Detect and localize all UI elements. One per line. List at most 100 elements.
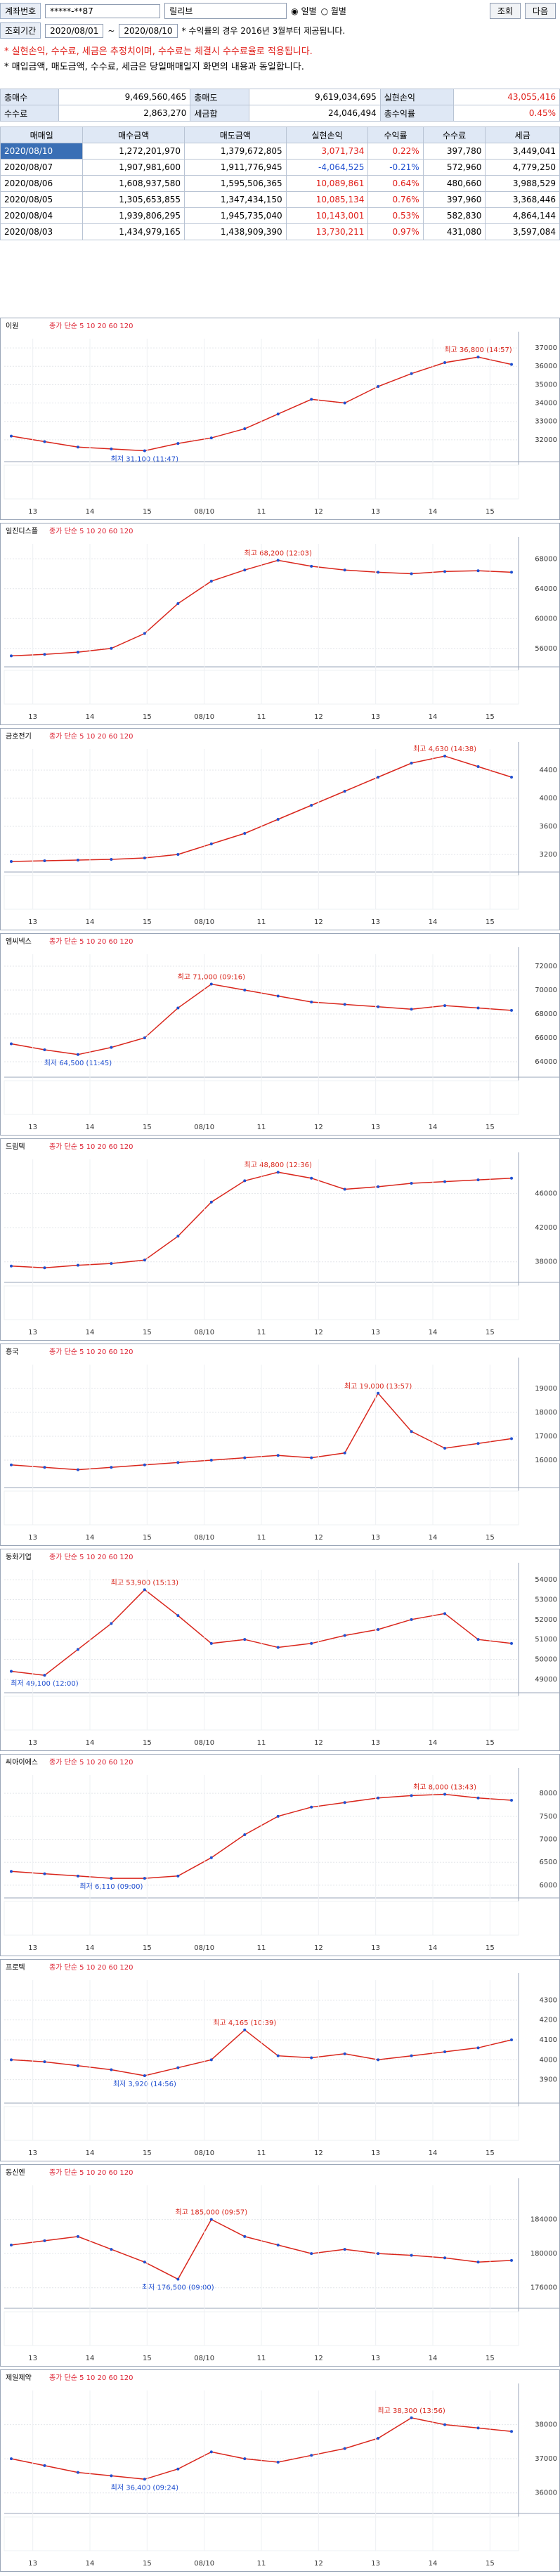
price-point bbox=[443, 2256, 447, 2260]
high-label: 최고 19,000 (13:57) bbox=[344, 1382, 412, 1391]
x-tick-label: 15 bbox=[486, 713, 495, 721]
price-point bbox=[310, 2056, 313, 2060]
x-tick-label: 13 bbox=[371, 508, 380, 516]
x-tick-label: 15 bbox=[486, 1739, 495, 1747]
trade-row: 2020/08/07 1,907,981,600 1,911,776,945 -4,0… bbox=[0, 159, 560, 176]
label: 월별 bbox=[330, 6, 346, 16]
price-point bbox=[76, 2235, 79, 2238]
high-label: 최고 4,165 (10:39) bbox=[213, 2019, 276, 2027]
price-point bbox=[410, 2253, 413, 2257]
radio-monthly[interactable]: ○ 월별 bbox=[320, 6, 346, 16]
price-point bbox=[143, 1877, 146, 1880]
y-tick-label: 16000 bbox=[535, 1457, 557, 1464]
price-point bbox=[377, 1185, 380, 1188]
x-tick-label: 13 bbox=[371, 2355, 380, 2362]
frame bbox=[0, 728, 560, 930]
price-point bbox=[510, 1437, 513, 1440]
x-tick-label: 13 bbox=[28, 2149, 37, 2157]
summary-row: 수수료 2,863,270 세금합 24,046,494 총수익률 0.45% bbox=[0, 105, 560, 122]
frame bbox=[0, 1754, 560, 1956]
price-point bbox=[276, 1454, 280, 1457]
price-point bbox=[10, 1870, 13, 1873]
y-tick-label: 180000 bbox=[530, 2250, 557, 2258]
x-tick-label: 15 bbox=[486, 2149, 495, 2157]
x-tick-label: 13 bbox=[28, 1534, 37, 1542]
query-button[interactable]: 조회 bbox=[489, 3, 521, 19]
price-point bbox=[10, 2244, 13, 2246]
y-tick-label: 56000 bbox=[535, 645, 557, 653]
x-tick-label: 15 bbox=[486, 2355, 495, 2362]
radio-daily[interactable]: ◉ 일별 bbox=[291, 6, 317, 16]
x-tick-label: 11 bbox=[257, 2149, 266, 2157]
price-point bbox=[377, 776, 380, 779]
high-label: 최고 185,000 (09:57) bbox=[175, 2209, 247, 2217]
price-point bbox=[510, 1798, 513, 1802]
price-point bbox=[310, 398, 313, 401]
price-point bbox=[176, 1235, 180, 1238]
value-cell: 10,089,861 bbox=[285, 175, 369, 192]
summary-label: 수수료 bbox=[0, 105, 60, 122]
price-point bbox=[343, 568, 346, 572]
value-cell: 1,907,981,600 bbox=[82, 159, 185, 176]
price-point bbox=[510, 2258, 513, 2262]
y-tick-label: 38000 bbox=[535, 1258, 557, 1266]
price-point bbox=[143, 857, 146, 859]
y-tick-label: 19000 bbox=[535, 1385, 557, 1393]
x-tick-label: 13 bbox=[371, 1944, 380, 1952]
price-point bbox=[10, 1264, 13, 1268]
price-point bbox=[377, 1796, 380, 1800]
next-button[interactable]: 다음 bbox=[524, 3, 556, 19]
low-label: 최저 36,400 (09:24) bbox=[111, 2483, 178, 2492]
price-point bbox=[377, 385, 380, 388]
x-tick-label: 15 bbox=[486, 1124, 495, 1131]
account-name: 릴리브 bbox=[164, 3, 287, 19]
x-tick-label: 12 bbox=[314, 1534, 323, 1542]
x-tick-label: 13 bbox=[371, 1329, 380, 1336]
y-tick-label: 60000 bbox=[535, 615, 557, 623]
x-tick-label: 13 bbox=[28, 1944, 37, 1952]
price-point bbox=[443, 2050, 447, 2053]
date-to[interactable]: 2020/08/10 bbox=[119, 23, 178, 38]
y-tick-label: 4100 bbox=[540, 2036, 557, 2044]
x-tick-label: 12 bbox=[314, 1124, 323, 1131]
notice: * 매입금액, 매도금액, 수수료, 세금은 당일매매일지 화면의 내용과 동일… bbox=[4, 62, 304, 72]
x-tick-label: 12 bbox=[314, 508, 323, 516]
x-tick-label: 14 bbox=[429, 1329, 438, 1336]
price-point bbox=[476, 2426, 480, 2430]
value-cell: 0.22% bbox=[367, 143, 424, 160]
price-point bbox=[76, 859, 79, 861]
price-point bbox=[43, 1266, 46, 1270]
trade-row: 2020/08/03 1,434,979,165 1,438,909,390 13,7… bbox=[0, 223, 560, 240]
y-tick-label: 17000 bbox=[535, 1433, 557, 1440]
price-point bbox=[209, 2058, 213, 2062]
price-point bbox=[377, 2437, 380, 2440]
y-tick-label: 64000 bbox=[535, 585, 557, 593]
price-point bbox=[443, 1447, 447, 1450]
column-header: 수수료 bbox=[422, 126, 486, 143]
value-cell: 1,438,909,390 bbox=[184, 223, 287, 240]
low-label: 최저 176,500 (09:00) bbox=[142, 2284, 214, 2292]
stock-name: 엠씨넥스 bbox=[6, 937, 32, 946]
price-point bbox=[343, 2248, 346, 2251]
price-point bbox=[410, 1794, 413, 1797]
date-from[interactable]: 2020/08/01 bbox=[45, 23, 104, 38]
price-point bbox=[276, 412, 280, 416]
period-row: 조회기간 2020/08/01 ~ 2020/08/10 * 수익률의 경우 2… bbox=[0, 22, 560, 39]
x-tick-label: 13 bbox=[28, 2355, 37, 2362]
chart-panel: 드림텍 종가 단순 5 10 20 60 120 38000 42000 46000 최고… bbox=[0, 1138, 560, 1344]
x-tick-label: 13 bbox=[371, 1739, 380, 1747]
x-tick-label: 12 bbox=[314, 2149, 323, 2157]
low-label: 최저 64,500 (11:45) bbox=[44, 1059, 112, 1067]
y-tick-label: 38000 bbox=[535, 2421, 557, 2429]
price-point bbox=[243, 989, 247, 991]
stock-chart: 프로텍 종가 단순 5 10 20 60 120 3900 4000 4100 4200 4… bbox=[0, 1959, 560, 2161]
high-label: 최고 68,200 (12:03) bbox=[245, 549, 312, 557]
value-cell: 1,608,937,580 bbox=[82, 175, 185, 192]
price-point bbox=[43, 2239, 46, 2242]
value-cell: 397,960 bbox=[422, 191, 486, 208]
price-point bbox=[276, 1171, 280, 1174]
price-point bbox=[310, 564, 313, 568]
ma-legend: 종가 단순 5 10 20 60 120 bbox=[49, 1553, 134, 1561]
price-point bbox=[243, 2028, 247, 2031]
account-select[interactable]: *****-**87 bbox=[45, 4, 161, 18]
